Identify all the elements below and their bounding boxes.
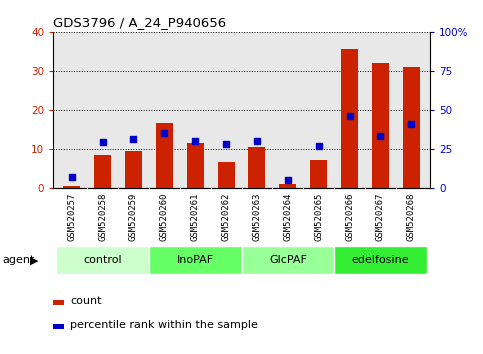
Bar (156, 124, 173, 188)
Text: InoPAF: InoPAF (177, 255, 214, 265)
Bar (63, 185, 80, 188)
Text: GSM520268: GSM520268 (407, 192, 416, 241)
Bar (372, 63, 389, 188)
Bar (94, 154, 111, 188)
Bar (341, 50, 358, 188)
Bar (56, 246, 149, 274)
Bar (334, 246, 427, 274)
Bar (53, 300, 64, 305)
Text: agent: agent (2, 255, 35, 265)
Text: GSM520257: GSM520257 (67, 192, 76, 241)
Text: GSM520266: GSM520266 (345, 192, 354, 241)
Point (346, 113, 354, 119)
Text: ▶: ▶ (30, 255, 39, 265)
Bar (149, 246, 242, 274)
Point (284, 177, 292, 183)
Text: GSM520263: GSM520263 (253, 192, 261, 241)
Bar (217, 162, 235, 188)
Bar (279, 184, 296, 188)
Bar (53, 324, 64, 329)
Text: count: count (70, 296, 101, 306)
Bar (125, 151, 142, 188)
Point (408, 121, 415, 127)
Text: control: control (83, 255, 122, 265)
Text: GlcPAF: GlcPAF (269, 255, 307, 265)
Point (191, 138, 199, 144)
Text: GDS3796 / A_24_P940656: GDS3796 / A_24_P940656 (53, 16, 226, 29)
Text: GSM520267: GSM520267 (376, 192, 385, 241)
Point (315, 143, 323, 148)
Text: GSM520264: GSM520264 (284, 192, 292, 241)
Bar (248, 147, 266, 188)
Point (377, 133, 384, 139)
Bar (187, 143, 204, 188)
Bar (242, 246, 334, 274)
Point (99, 139, 106, 145)
Bar (310, 160, 327, 188)
Text: GSM520265: GSM520265 (314, 192, 323, 241)
Point (160, 130, 168, 136)
Text: GSM520259: GSM520259 (129, 192, 138, 241)
Text: GSM520258: GSM520258 (98, 192, 107, 241)
Text: GSM520262: GSM520262 (222, 192, 230, 241)
Text: edelfosine: edelfosine (352, 255, 409, 265)
Point (222, 141, 230, 147)
Text: GSM520261: GSM520261 (191, 192, 199, 241)
Text: GSM520260: GSM520260 (160, 192, 169, 241)
Point (253, 138, 261, 144)
Point (68, 174, 75, 179)
Bar (403, 67, 420, 188)
Text: percentile rank within the sample: percentile rank within the sample (70, 320, 258, 330)
Point (129, 137, 137, 142)
